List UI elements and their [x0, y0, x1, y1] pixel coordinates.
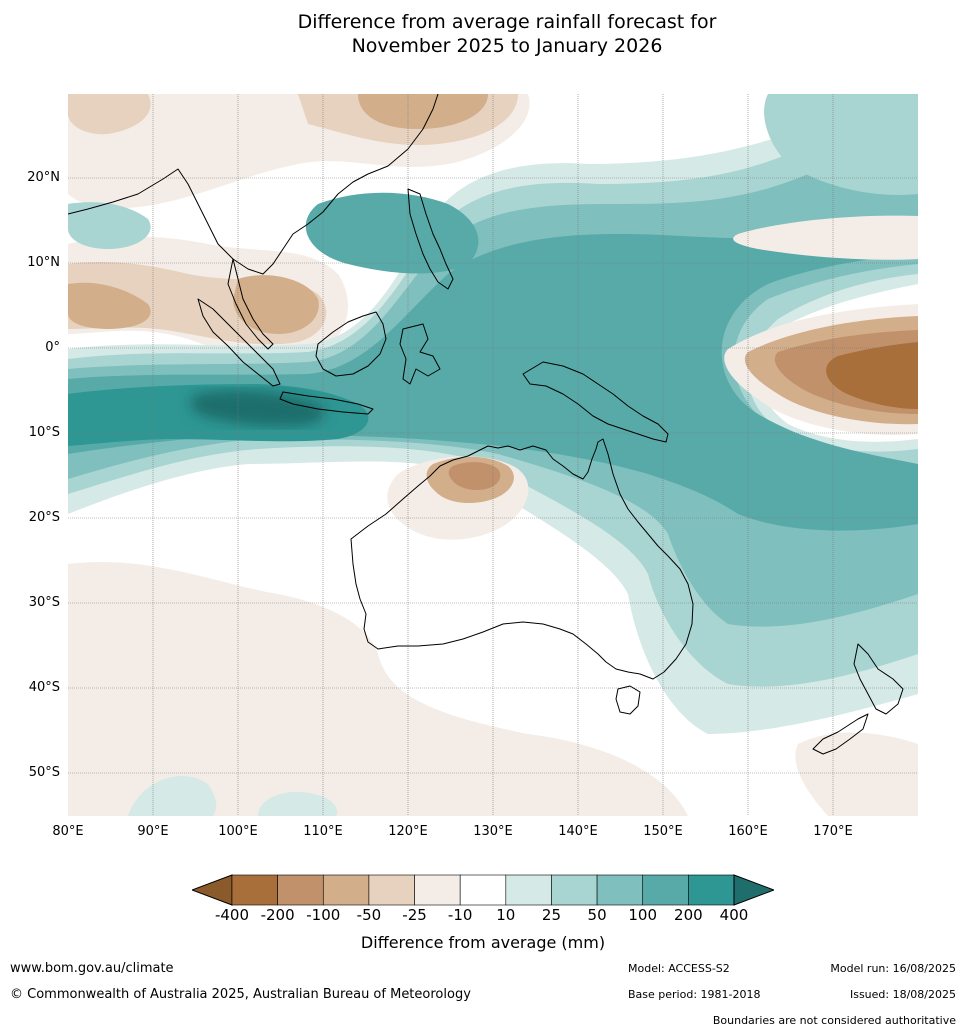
colorbar-tick-label: -200: [260, 906, 295, 924]
lat-label-40s: 40°S: [28, 680, 60, 695]
lon-label-160e: 160°E: [728, 824, 768, 839]
colorbar-tick-label: -10: [447, 906, 473, 924]
coastlines: [68, 94, 904, 755]
wet-band-6: [190, 390, 326, 427]
website-link[interactable]: www.bom.gov.au/climate: [10, 961, 174, 976]
base-period-text: Base period: 1981-2018: [628, 988, 761, 1001]
java-coastline: [279, 391, 374, 415]
issued-text: Issued: 18/08/2025: [849, 988, 956, 1001]
lon-label-120e: 120°E: [388, 824, 428, 839]
lat-label-10s: 10°S: [28, 425, 60, 440]
colorbar-swatch: [277, 874, 324, 906]
lon-label-130e: 130°E: [473, 824, 513, 839]
lat-label-30s: 30°S: [28, 595, 60, 610]
copyright-text: © Commonwealth of Australia 2025, Austra…: [10, 987, 471, 1002]
disclaimer-text: Boundaries are not considered authoritat…: [712, 1014, 956, 1027]
wet-band-4: [68, 224, 918, 531]
colorbar-swatch: [642, 874, 689, 906]
sumatra-coastline: [197, 298, 281, 387]
lat-label-0: 0°: [45, 340, 60, 355]
colorbar-swatch: [322, 874, 370, 906]
colorbar-swatch: [505, 874, 552, 906]
new-guinea-coastline: [522, 361, 669, 443]
model-text: Model: ACCESS-S2: [628, 962, 730, 975]
sulawesi-coastline: [399, 323, 441, 385]
lon-label-80e: 80°E: [52, 824, 84, 839]
wet-area-north-pacific: [764, 94, 918, 195]
colorbar: [190, 874, 776, 908]
dry-area-kimberley-core: [448, 462, 501, 490]
new-zealand-north-coastline: [853, 643, 904, 715]
lon-label-170e: 170°E: [813, 824, 853, 839]
colorbar-tick-label: 400: [719, 906, 749, 924]
asia-coastline: [68, 94, 439, 275]
title-line-1: Difference from average rainfall forecas…: [297, 11, 717, 33]
borneo-coastline: [315, 311, 387, 377]
lon-label-150e: 150°E: [643, 824, 683, 839]
lat-label-50s: 50°S: [28, 765, 60, 780]
colorbar-svg: [190, 874, 776, 906]
lat-label-10n: 10°N: [27, 255, 60, 270]
philippines-coastline: [407, 188, 454, 290]
wet-area-west: [68, 202, 151, 249]
tasmania-coastline: [615, 685, 641, 715]
lon-label-90e: 90°E: [137, 824, 169, 839]
dry-patch-pacific-north: [733, 215, 918, 260]
colorbar-tick-label: -100: [306, 906, 341, 924]
lat-label-20s: 20°S: [28, 510, 60, 525]
model-run-text: Model run: 16/08/2025: [830, 962, 956, 975]
lon-label-100e: 100°E: [218, 824, 258, 839]
colorbar-swatch: [459, 874, 507, 906]
lon-label-140e: 140°E: [558, 824, 598, 839]
colorbar-swatch: [596, 874, 644, 906]
colorbar-extend-low: [190, 874, 233, 906]
dry-area-gulf: [233, 275, 319, 334]
dry-area-indochina-core: [68, 282, 151, 329]
australia-coastline: [350, 438, 694, 680]
colorbar-tick-label: 200: [674, 906, 703, 924]
colorbar-swatch: [688, 874, 735, 906]
dry-tongue-core: [826, 342, 918, 409]
colorbar-title: Difference from average (mm): [360, 933, 606, 952]
wet-patch-southwest: [128, 775, 217, 816]
colorbar-tick-label: -25: [402, 906, 427, 924]
dry-area-north-3: [358, 94, 488, 129]
colorbar-tick-label: -400: [214, 906, 250, 924]
wet-area-philippines: [305, 192, 479, 274]
map-svg: [68, 94, 918, 816]
colorbar-extend-high: [733, 874, 776, 906]
colorbar-tick-label: -50: [356, 906, 382, 924]
lat-label-20n: 20°N: [27, 170, 60, 185]
title-line-2: November 2025 to January 2026: [351, 35, 663, 57]
colorbar-swatch: [368, 874, 415, 906]
dry-area-northwest: [68, 94, 151, 135]
dry-band-south: [68, 561, 688, 816]
colorbar-tick-label: 50: [587, 906, 607, 924]
rainfall-map: [68, 94, 918, 816]
colorbar-swatch: [231, 874, 278, 906]
colorbar-swatch: [551, 874, 598, 906]
colorbar-tick-label: 10: [496, 906, 516, 924]
new-zealand-south-coastline: [812, 713, 869, 755]
colorbar-swatch: [414, 874, 461, 906]
colorbar-tick-label: 100: [628, 906, 658, 924]
malay-peninsula-coastline: [227, 258, 274, 350]
chart-title: Difference from average rainfall forecas…: [0, 10, 965, 58]
wet-patch-south: [258, 791, 338, 816]
lon-label-110e: 110°E: [303, 824, 343, 839]
graticule: [68, 94, 918, 816]
colorbar-tick-label: 25: [541, 906, 561, 924]
